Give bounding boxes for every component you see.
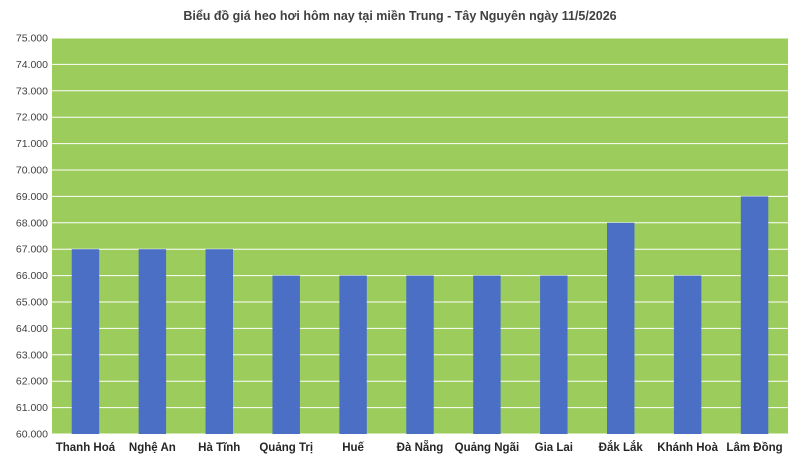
bar — [607, 222, 635, 434]
bar — [138, 249, 167, 434]
y-tick-label: 62.000 — [16, 376, 48, 388]
x-tick-label: Lâm Đồng — [726, 442, 782, 454]
y-tick-label: 69.000 — [16, 191, 48, 203]
y-tick-label: 74.000 — [16, 59, 48, 71]
bar — [740, 196, 769, 434]
x-tick-label: Nghệ An — [129, 442, 176, 454]
x-tick-label: Thanh Hoá — [56, 442, 116, 454]
bar — [71, 249, 100, 434]
y-tick-label: 61.000 — [16, 402, 48, 414]
y-tick-label: 66.000 — [16, 270, 48, 282]
bar — [673, 275, 702, 434]
x-axis-ticks: Thanh Hoá Nghệ An Hà Tĩnh Quảng Trị Huế Đà Nẵ… — [56, 441, 783, 454]
bar — [406, 275, 434, 434]
x-tick-label: Đắk Lắk — [599, 441, 644, 454]
bar — [473, 275, 501, 434]
bar — [540, 275, 568, 434]
gridlines — [52, 37, 788, 435]
y-tick-label: 75.000 — [16, 33, 48, 45]
y-tick-label: 67.000 — [16, 244, 48, 256]
y-tick-label: 63.000 — [16, 349, 48, 361]
x-tick-label: Quảng Trị — [259, 442, 313, 454]
x-tick-label: Gia Lai — [535, 442, 573, 454]
x-tick-label: Huế — [342, 442, 364, 454]
y-tick-label: 60.000 — [16, 429, 48, 441]
y-tick-label: 72.000 — [16, 112, 48, 124]
y-tick-label: 65.000 — [16, 297, 48, 309]
y-axis-ticks: 60.000 61.000 62.000 63.000 64.000 65.000 66.0… — [16, 33, 48, 441]
bars — [71, 196, 769, 434]
y-tick-label: 73.000 — [16, 85, 48, 97]
bar — [339, 275, 367, 434]
x-tick-label: Quảng Ngãi — [455, 442, 520, 454]
x-tick-label: Khánh Hoà — [657, 442, 718, 454]
bar — [272, 275, 300, 434]
y-tick-label: 71.000 — [16, 138, 48, 150]
y-tick-label: 64.000 — [16, 323, 48, 335]
x-tick-label: Hà Tĩnh — [198, 442, 240, 454]
x-tick-label: Đà Nẵng — [397, 441, 444, 454]
y-tick-label: 70.000 — [16, 165, 48, 177]
y-tick-label: 68.000 — [16, 217, 48, 229]
bar — [205, 249, 233, 434]
chart-title: Biểu đồ giá heo hơi hôm nay tại miền Tru… — [183, 9, 616, 23]
